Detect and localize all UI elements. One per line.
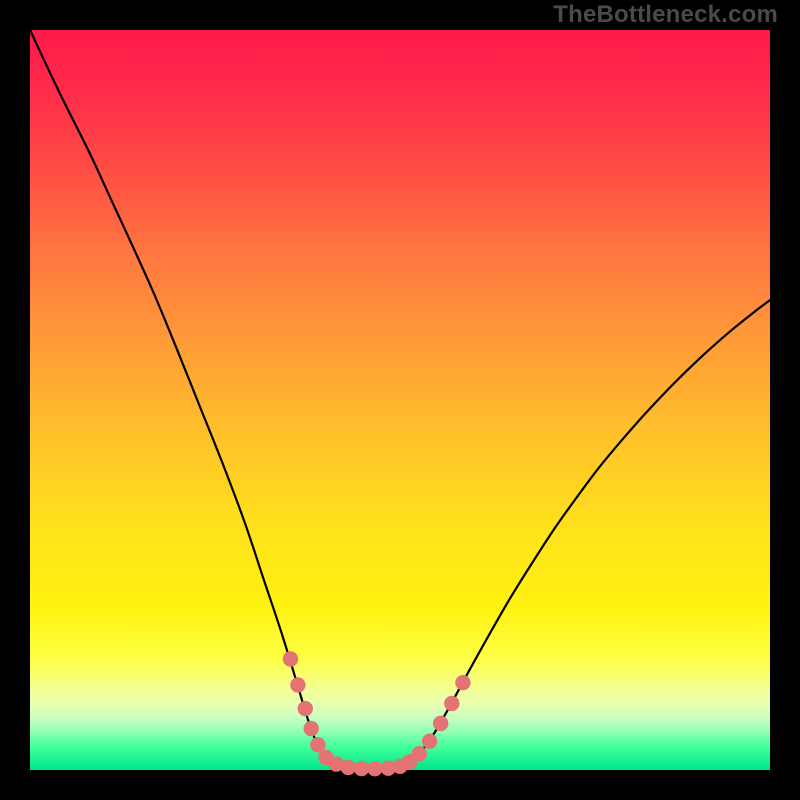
marker-dot — [456, 675, 470, 689]
marker-dot — [291, 678, 305, 692]
bottleneck-chart — [0, 0, 800, 800]
marker-dot — [368, 761, 382, 775]
marker-dot — [412, 747, 426, 761]
marker-dot — [434, 716, 448, 730]
watermark-text: TheBottleneck.com — [553, 1, 778, 29]
marker-dot — [354, 761, 368, 775]
marker-dot — [283, 652, 297, 666]
marker-dot — [304, 721, 318, 735]
marker-dot — [445, 696, 459, 710]
marker-dot — [341, 760, 355, 774]
marker-dot — [422, 734, 436, 748]
marker-dot — [311, 738, 325, 752]
marker-dot — [298, 701, 312, 715]
